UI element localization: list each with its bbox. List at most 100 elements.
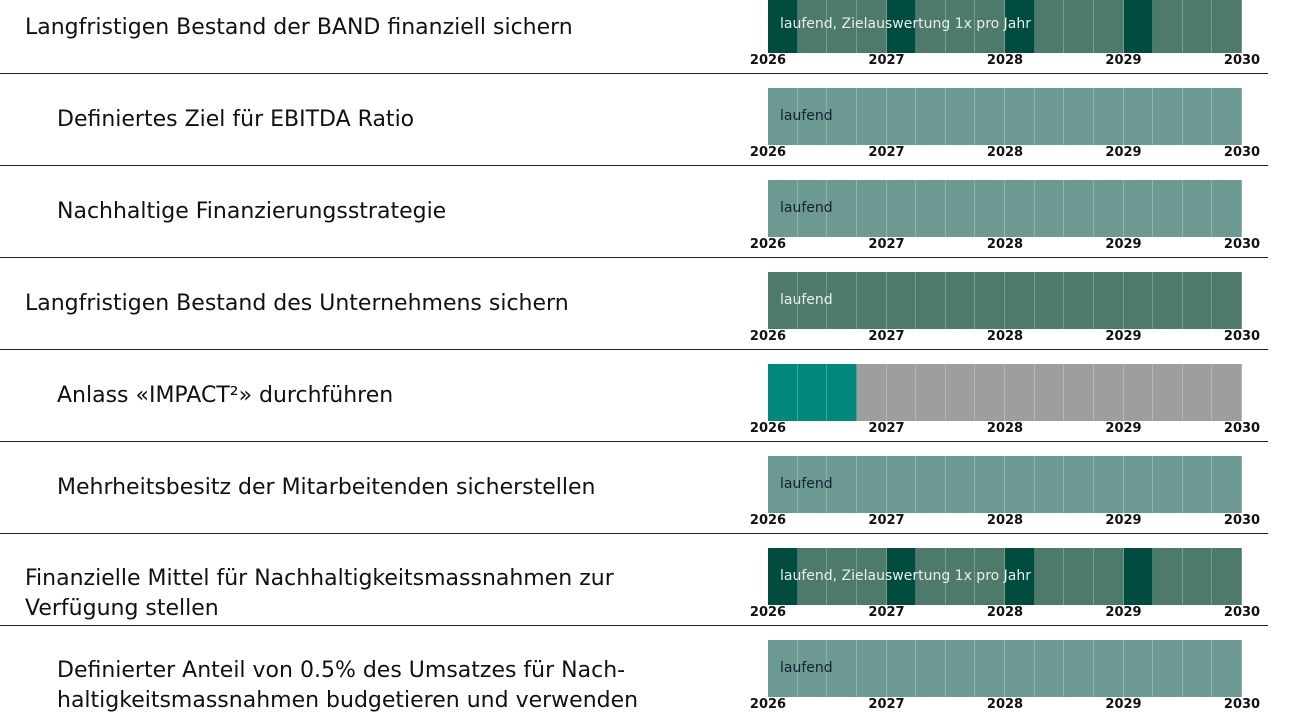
year-label: 2028	[986, 237, 1024, 252]
bar-label: laufend	[780, 200, 833, 216]
timeline-segment	[797, 364, 828, 421]
timeline-segment	[1093, 88, 1124, 145]
timeline-segment	[768, 548, 798, 605]
year-label: 2027	[868, 697, 905, 712]
row-separator	[0, 165, 1268, 166]
timeline-segment	[1212, 88, 1242, 145]
row-separator	[0, 73, 1268, 74]
timeline-segment	[975, 548, 1005, 605]
year-label: 2027	[868, 145, 905, 160]
timeline-segment	[1182, 88, 1213, 145]
timeline-segment	[1034, 272, 1065, 329]
year-label: 2028	[986, 145, 1024, 160]
row-separator	[0, 349, 1268, 350]
timeline-segment	[1182, 640, 1213, 697]
timeline-bar	[768, 88, 1242, 145]
timeline-segment	[768, 640, 798, 697]
timeline-segment	[1182, 364, 1213, 421]
timeline-segment	[1153, 180, 1183, 237]
timeline-segment	[945, 88, 976, 145]
year-label: 2028	[986, 53, 1024, 68]
year-label: 2028	[986, 329, 1024, 344]
timeline-segment	[768, 0, 798, 53]
year-label: 2028	[986, 697, 1024, 712]
year-label: 2030	[1223, 697, 1261, 712]
timeline-segment	[1123, 364, 1154, 421]
timeline-segment	[1034, 180, 1065, 237]
timeline-segment	[1123, 272, 1154, 329]
timeline-segment	[1093, 272, 1124, 329]
timeline-segment	[1093, 640, 1124, 697]
timeline-segment	[856, 0, 887, 53]
timeline-segment	[1064, 548, 1094, 605]
timeline-segment	[1064, 272, 1094, 329]
timeline-segment	[886, 640, 917, 697]
timeline-segment	[1123, 456, 1154, 513]
timeline-segment	[1034, 456, 1065, 513]
timeline-segment	[975, 456, 1005, 513]
year-label: 2029	[1105, 513, 1142, 528]
timeline-segment	[1182, 0, 1213, 53]
row-label: Definierter Anteil von 0.5% des Umsatzes…	[57, 658, 639, 712]
timeline-segment	[975, 272, 1005, 329]
bar-label: laufend	[780, 108, 833, 124]
timeline-segment	[975, 0, 1005, 53]
row-label: Langfristigen Bestand der BAND finanziel…	[25, 15, 573, 40]
timeline-segment	[916, 548, 946, 605]
timeline-segment	[1034, 0, 1065, 53]
row-label: Anlass «IMPACT²» durchführen	[57, 383, 394, 408]
timeline-segment	[827, 456, 857, 513]
timeline-bar	[768, 180, 1242, 237]
timeline-segment	[945, 456, 976, 513]
timeline-segment	[1093, 456, 1124, 513]
timeline-segment	[886, 180, 917, 237]
year-label: 2026	[749, 329, 787, 344]
timeline-segment	[856, 456, 887, 513]
bar-label: laufend	[780, 292, 833, 308]
timeline-segment	[797, 0, 828, 53]
timeline-segment	[797, 272, 828, 329]
timeline-segment	[1064, 180, 1094, 237]
year-label: 2026	[749, 53, 787, 68]
timeline-segment	[1182, 180, 1213, 237]
timeline-segment	[1212, 456, 1242, 513]
year-label: 2030	[1223, 53, 1261, 68]
timeline-segment	[945, 0, 976, 53]
bar-label: laufend	[780, 660, 833, 676]
year-label: 2028	[986, 421, 1024, 436]
timeline-segment	[1212, 272, 1242, 329]
timeline-segment	[886, 272, 917, 329]
timeline-segment	[1064, 364, 1094, 421]
year-label: 2026	[749, 513, 787, 528]
timeline-segment	[916, 180, 946, 237]
year-label: 2026	[749, 697, 787, 712]
timeline-segment	[1005, 456, 1035, 513]
bar-label: laufend, Zielauswertung 1x pro Jahr	[780, 568, 1031, 584]
timeline-segment	[975, 180, 1005, 237]
row-separator	[0, 441, 1268, 442]
timeline-bar	[768, 456, 1242, 513]
timeline-segment	[856, 88, 887, 145]
year-label: 2027	[868, 605, 905, 620]
year-label: 2028	[986, 605, 1024, 620]
timeline-segment	[1153, 364, 1183, 421]
timeline-segment	[797, 180, 828, 237]
timeline-segment	[1005, 88, 1035, 145]
timeline-segment	[768, 456, 798, 513]
timeline-segment	[856, 640, 887, 697]
timeline-segment	[827, 272, 857, 329]
timeline-bar	[768, 364, 1242, 421]
timeline-segment	[1093, 548, 1124, 605]
year-label: 2026	[749, 605, 787, 620]
timeline-segment	[856, 548, 887, 605]
timeline-segment	[1064, 456, 1094, 513]
timeline-segment	[886, 548, 917, 605]
timeline-segment	[1005, 364, 1035, 421]
year-label: 2029	[1105, 421, 1142, 436]
timeline-segment	[797, 640, 828, 697]
timeline-segment	[1212, 180, 1242, 237]
timeline-segment	[827, 548, 857, 605]
timeline-segment	[1064, 640, 1094, 697]
year-label: 2030	[1223, 329, 1261, 344]
timeline-segment	[1123, 640, 1154, 697]
